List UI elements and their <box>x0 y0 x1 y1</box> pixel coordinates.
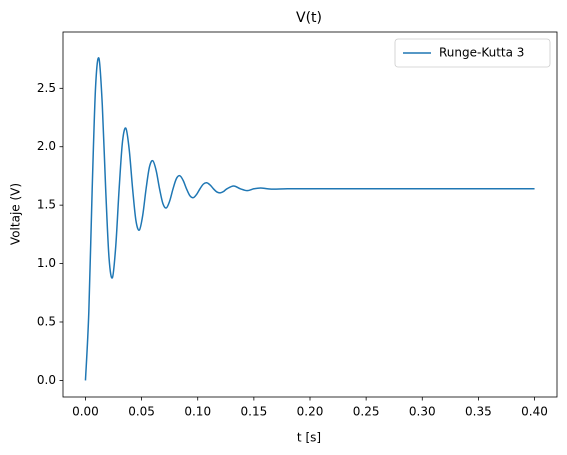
legend-label: Runge-Kutta 3 <box>439 46 524 60</box>
x-tick-label: 0.30 <box>409 405 436 419</box>
y-axis-label: Voltaje (V) <box>9 183 23 245</box>
x-tick-label: 0.35 <box>465 405 492 419</box>
chart-title: V(t) <box>296 10 322 26</box>
y-tick-label: 0.5 <box>37 314 56 328</box>
x-axis-label: t [s] <box>297 431 321 445</box>
legend-box <box>394 38 551 68</box>
y-tick-label: 1.5 <box>37 198 56 212</box>
x-tick-label: 0.20 <box>297 405 324 419</box>
x-tick-label: 0.00 <box>72 405 99 419</box>
x-tick-label: 0.25 <box>353 405 380 419</box>
y-tick-label: 2.0 <box>37 139 56 153</box>
x-tick-label: 0.40 <box>521 405 548 419</box>
y-tick-label: 1.0 <box>37 256 56 270</box>
x-tick-label: 0.15 <box>241 405 268 419</box>
x-tick-label: 0.05 <box>128 405 155 419</box>
series-line <box>84 57 535 381</box>
y-tick-label: 2.5 <box>37 81 56 95</box>
axes-frame <box>62 31 558 398</box>
y-tick-label: 0.0 <box>37 373 56 387</box>
x-tick-label: 0.10 <box>184 405 211 419</box>
